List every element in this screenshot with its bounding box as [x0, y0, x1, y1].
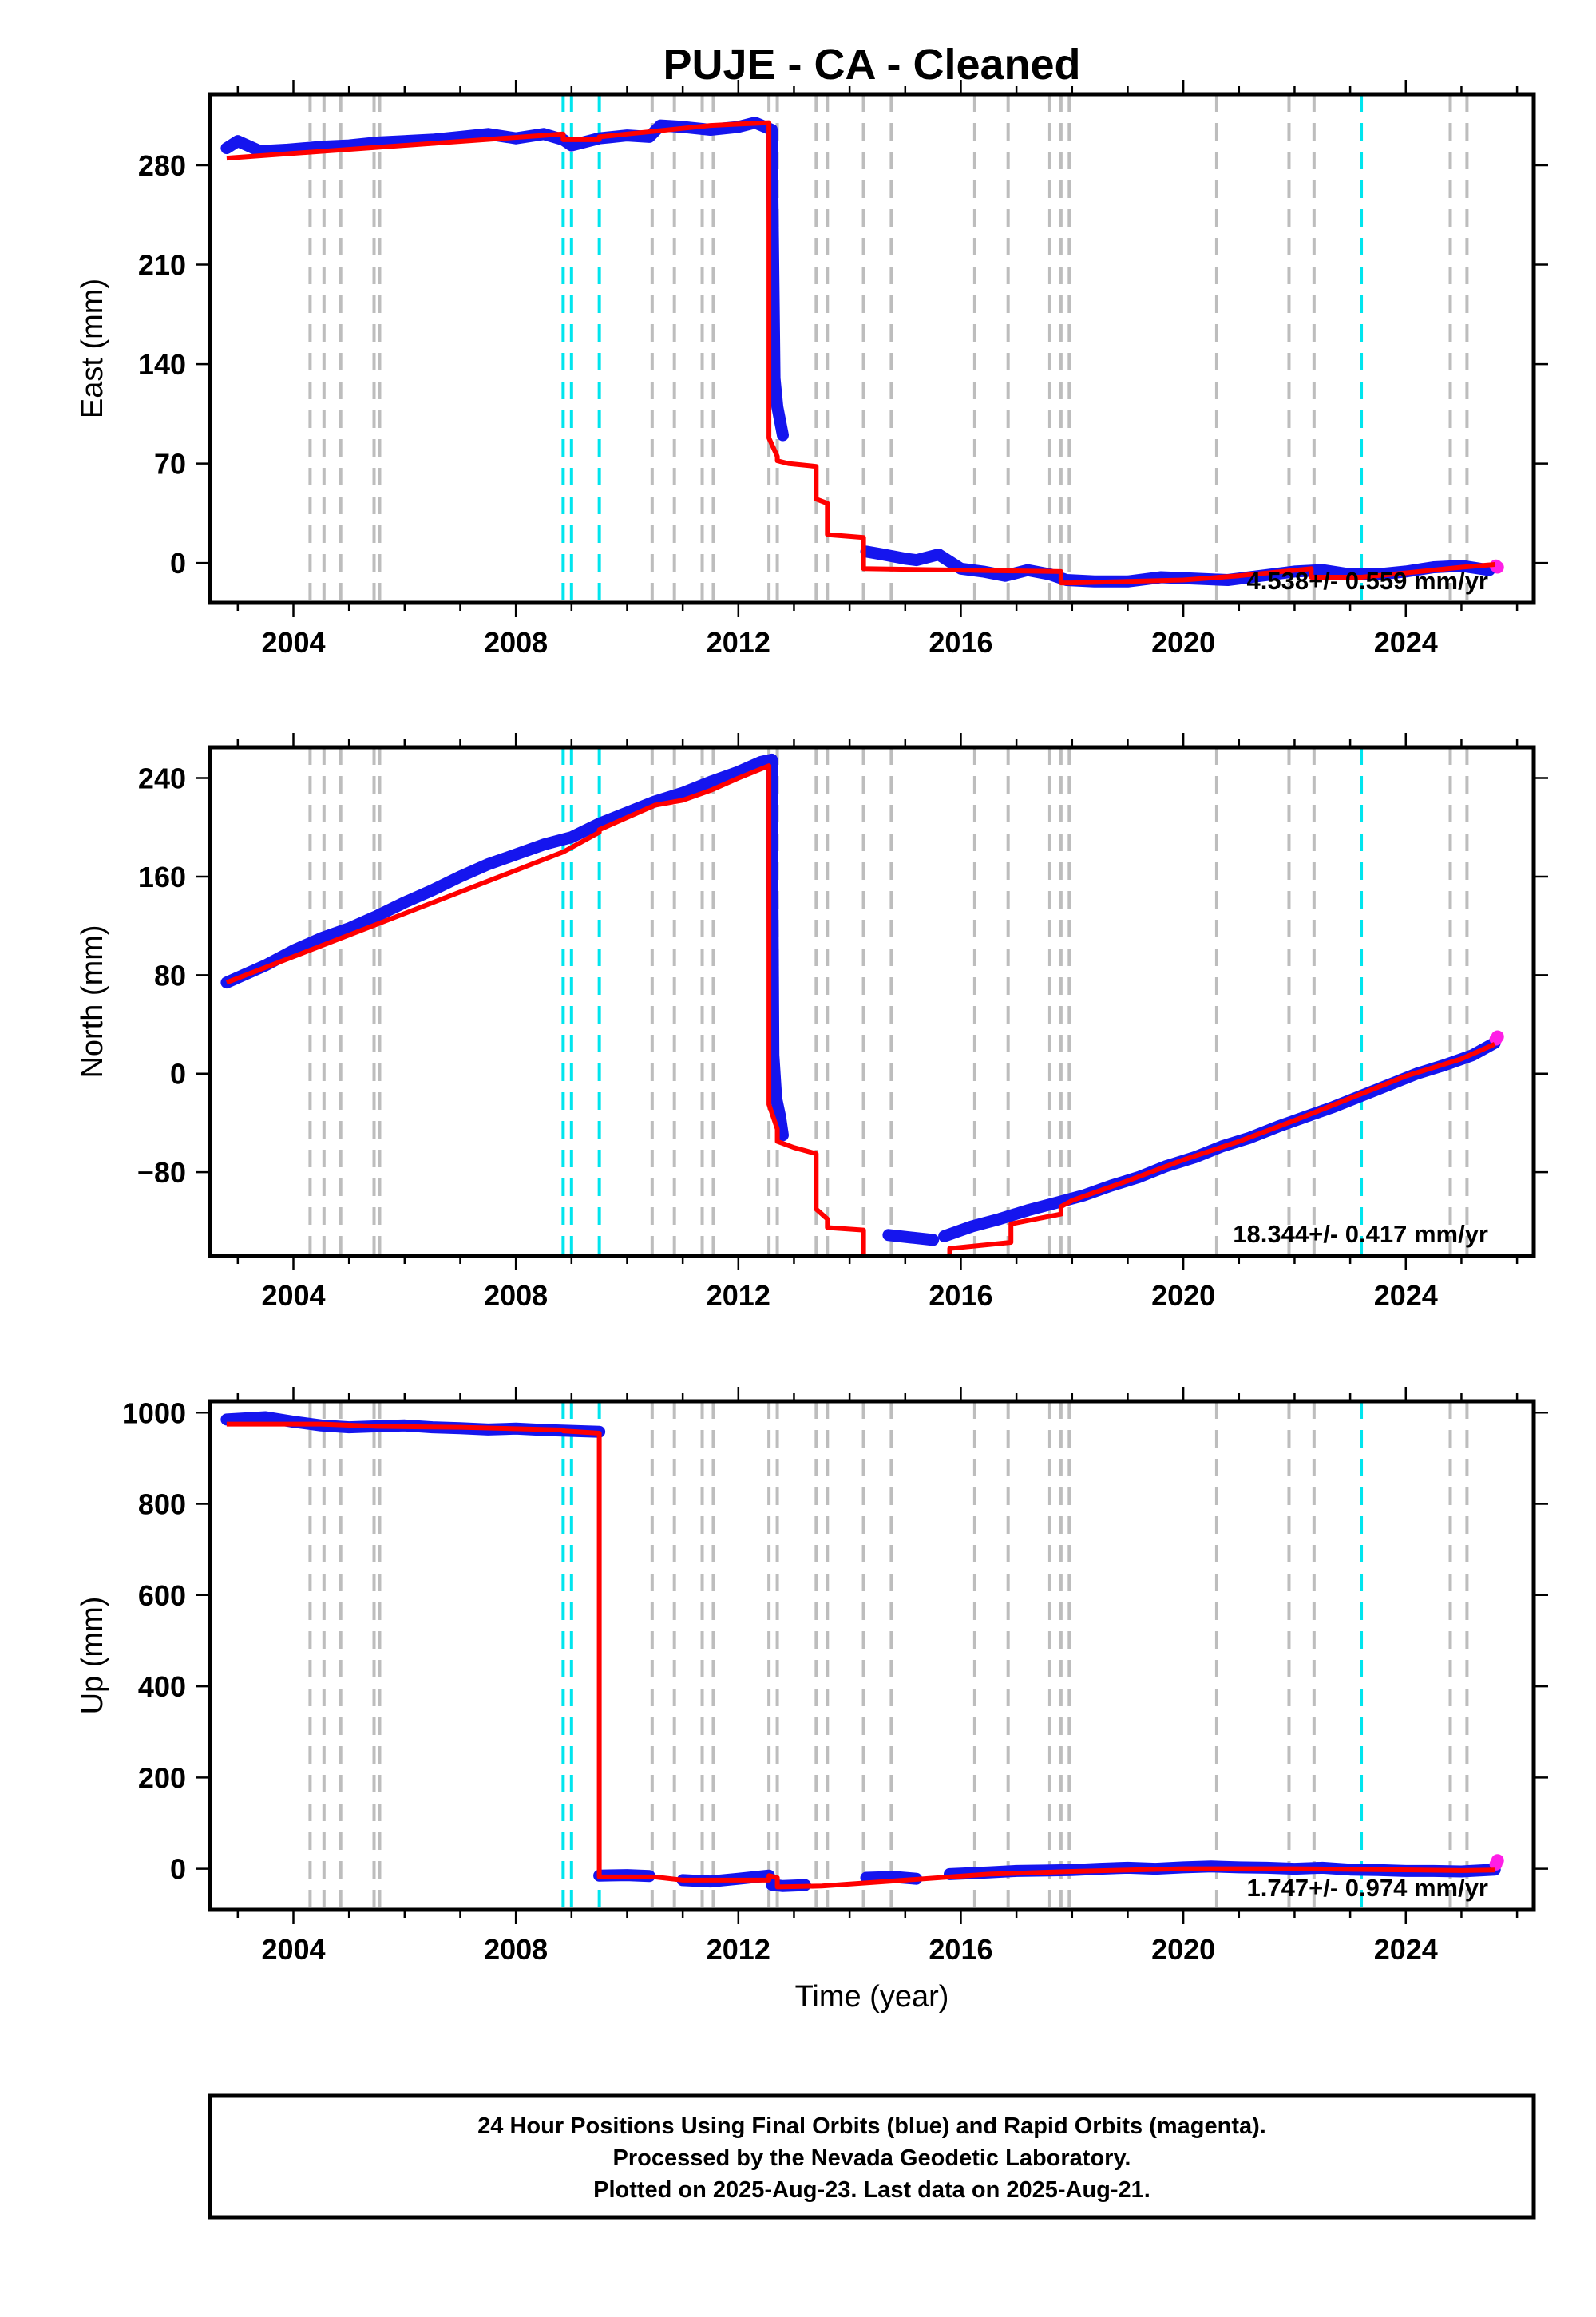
plot-area — [220, 94, 1504, 603]
plot-area — [220, 747, 1504, 1256]
x-tick-label: 2016 — [929, 626, 992, 659]
y-axis-label: North (mm) — [76, 925, 109, 1078]
footer-line-2: Processed by the Nevada Geodetic Laborat… — [613, 2145, 1131, 2171]
x-tick-label: 2004 — [261, 626, 325, 659]
x-axis-label: Time (year) — [795, 1980, 949, 2014]
x-tick-label: 2020 — [1151, 1279, 1215, 1312]
y-tick-label: 280 — [138, 149, 186, 182]
x-tick-label: 2020 — [1151, 626, 1215, 659]
panels: 2004 2008 2012 2016 2020 2024 0 70 140 210 280 East… — [76, 80, 1548, 1966]
y-tick-label: 200 — [138, 1761, 186, 1794]
rapid-orbit-point — [1491, 1030, 1504, 1044]
x-tick-label: 2004 — [261, 1279, 325, 1312]
plot-frame — [208, 92, 1536, 605]
x-tick-label: 2008 — [484, 1279, 548, 1312]
y-tick-label: −80 — [137, 1156, 186, 1189]
footer-frame — [208, 2093, 1536, 2220]
panel-east: 2004 2008 2012 2016 2020 2024 0 70 140 210 280 East… — [76, 80, 1548, 659]
y-axis-label: East (mm) — [76, 279, 109, 418]
y-tick-label: 600 — [138, 1579, 186, 1612]
x-tick-label: 2016 — [929, 1933, 992, 1966]
x-tick-label: 2024 — [1374, 1279, 1438, 1312]
y-tick-label: 80 — [154, 959, 186, 992]
y-tick-label: 800 — [138, 1488, 186, 1521]
plot-frame — [208, 1399, 1536, 1912]
y-tick-label: 140 — [138, 348, 186, 381]
velocity-rate-label: 18.344+/- 0.417 mm/yr — [1233, 1220, 1488, 1248]
model-fit-line — [225, 763, 1496, 1256]
y-tick-label: 70 — [154, 448, 186, 481]
final-orbit-series — [882, 1229, 940, 1246]
x-tick-label: 2012 — [707, 1279, 770, 1312]
footer-box: 24 Hour Positions Using Final Orbits (bl… — [208, 2093, 1536, 2220]
x-tick-label: 2004 — [261, 1933, 325, 1966]
plot-area — [220, 1401, 1504, 1910]
x-tick-label: 2008 — [484, 626, 548, 659]
y-tick-label: 0 — [170, 1853, 186, 1886]
x-tick-label: 2016 — [929, 1279, 992, 1312]
x-tick-label: 2008 — [484, 1933, 548, 1966]
model-fit-line — [226, 1421, 1495, 1890]
y-tick-label: 400 — [138, 1670, 186, 1703]
velocity-rate-label: 1.747+/- 0.974 mm/yr — [1247, 1874, 1488, 1902]
footer-line-3: Plotted on 2025-Aug-23. Last data on 202… — [593, 2177, 1150, 2203]
y-tick-label: 1000 — [122, 1396, 186, 1429]
x-tick-label: 2012 — [707, 1933, 770, 1966]
y-tick-label: 0 — [170, 547, 186, 580]
model-fit-line — [226, 120, 1495, 586]
panel-north: 2004 2008 2012 2016 2020 2024 −80 0 80 160 240 Nort… — [76, 733, 1548, 1312]
y-tick-label: 240 — [138, 762, 186, 795]
y-tick-label: 210 — [138, 249, 186, 282]
x-tick-label: 2024 — [1374, 1933, 1438, 1966]
final-orbit-series — [220, 753, 789, 1142]
y-tick-label: 160 — [138, 861, 186, 893]
figure-title: PUJE - CA - Cleaned — [663, 41, 1080, 89]
panel-up: 2004 2008 2012 2016 2020 2024 0 200 400 600 800 100… — [76, 1387, 1548, 1966]
plot-frame — [208, 745, 1536, 1258]
footer-line-1: 24 Hour Positions Using Final Orbits (bl… — [477, 2113, 1266, 2139]
velocity-rate-label: 4.538+/- 0.559 mm/yr — [1247, 567, 1488, 595]
rapid-orbit-point — [1491, 1854, 1504, 1867]
y-axis-label: Up (mm) — [76, 1597, 109, 1715]
x-tick-label: 2020 — [1151, 1933, 1215, 1966]
y-tick-label: 0 — [170, 1058, 186, 1091]
x-tick-label: 2024 — [1374, 626, 1438, 659]
x-tick-label: 2012 — [707, 626, 770, 659]
